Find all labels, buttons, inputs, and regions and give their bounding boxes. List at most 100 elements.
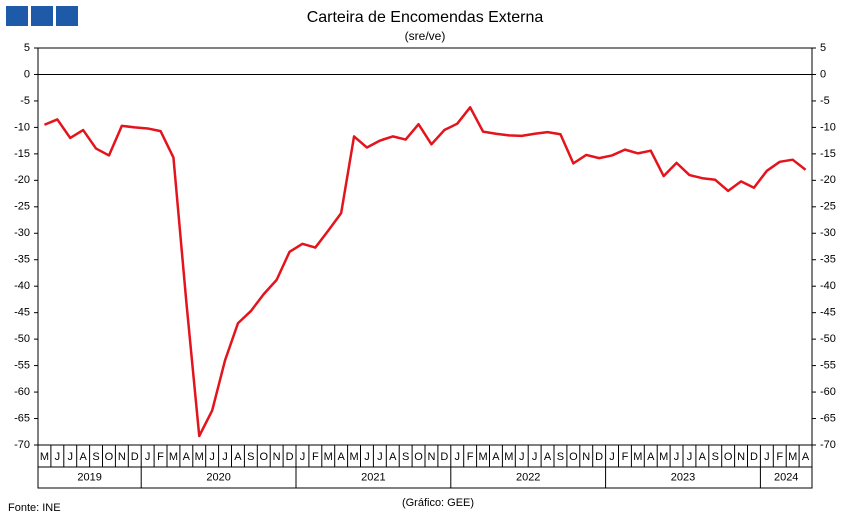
y2-tick-label: -20 [820, 174, 836, 186]
x-tick-label: M [659, 451, 668, 463]
y2-tick-label: -10 [820, 121, 836, 133]
y2-tick-label: -60 [820, 386, 836, 398]
y2-tick-label: -35 [820, 254, 836, 266]
y2-tick-label: -45 [820, 307, 836, 319]
x-tick-label: M [788, 451, 797, 463]
x-tick-label: O [724, 451, 733, 463]
y2-tick-label: -15 [820, 148, 836, 160]
x-tick-label: A [492, 451, 500, 463]
x-tick-label: J [145, 451, 151, 463]
year-label: 2021 [361, 471, 385, 483]
x-tick-label: J [455, 451, 461, 463]
x-tick-label: J [300, 451, 306, 463]
year-label: 2022 [516, 471, 540, 483]
y-tick-label: -10 [14, 121, 30, 133]
y-tick-label: -5 [20, 95, 30, 107]
x-tick-label: J [364, 451, 370, 463]
y2-tick-label: -55 [820, 360, 836, 372]
logo-block [56, 6, 78, 26]
y2-tick-label: -5 [820, 95, 830, 107]
y2-tick-label: -25 [820, 201, 836, 213]
y-tick-label: -20 [14, 174, 30, 186]
x-tick-label: S [402, 451, 409, 463]
chart-subtitle: (sre/ve) [405, 29, 446, 43]
x-tick-label: O [259, 451, 268, 463]
x-tick-label: M [169, 451, 178, 463]
x-tick-label: A [647, 451, 655, 463]
x-tick-label: N [118, 451, 126, 463]
x-tick-label: M [195, 451, 204, 463]
year-label: 2024 [774, 471, 798, 483]
x-tick-label: F [776, 451, 783, 463]
x-tick-label: N [582, 451, 590, 463]
logo-block [31, 6, 53, 26]
y2-tick-label: 0 [820, 68, 826, 80]
y-tick-label: 0 [24, 68, 30, 80]
x-tick-label: M [478, 451, 487, 463]
x-tick-label: A [337, 451, 345, 463]
x-tick-label: A [234, 451, 242, 463]
credit: (Gráfico: GEE) [402, 497, 474, 509]
y-tick-label: -15 [14, 148, 30, 160]
y2-tick-label: -30 [820, 227, 836, 239]
y-tick-label: -30 [14, 227, 30, 239]
x-tick-label: F [157, 451, 164, 463]
chart-title: Carteira de Encomendas Externa [307, 9, 544, 26]
y-tick-label: -35 [14, 254, 30, 266]
x-tick-label: O [569, 451, 578, 463]
x-tick-label: F [622, 451, 629, 463]
y-tick-label: 5 [24, 42, 30, 54]
x-tick-label: D [595, 451, 603, 463]
x-tick-label: A [79, 451, 87, 463]
x-tick-label: A [544, 451, 552, 463]
x-tick-label: J [687, 451, 693, 463]
y-tick-label: -55 [14, 360, 30, 372]
y-tick-label: -70 [14, 439, 30, 451]
x-tick-label: J [609, 451, 615, 463]
x-tick-label: M [633, 451, 642, 463]
y-tick-label: -50 [14, 333, 30, 345]
x-tick-label: M [349, 451, 358, 463]
x-tick-label: A [699, 451, 707, 463]
x-tick-label: S [557, 451, 564, 463]
x-tick-label: J [764, 451, 770, 463]
logo-block [6, 6, 28, 26]
x-tick-label: D [286, 451, 294, 463]
source: Fonte: INE [8, 502, 61, 514]
x-tick-label: S [92, 451, 99, 463]
x-tick-label: A [183, 451, 191, 463]
y2-tick-label: -70 [820, 439, 836, 451]
x-tick-label: O [105, 451, 114, 463]
x-tick-label: D [750, 451, 758, 463]
x-tick-label: J [222, 451, 228, 463]
x-tick-label: S [247, 451, 254, 463]
x-tick-label: N [737, 451, 745, 463]
year-label: 2023 [671, 471, 695, 483]
x-tick-label: M [324, 451, 333, 463]
year-label: 2020 [206, 471, 230, 483]
x-tick-label: J [209, 451, 215, 463]
x-tick-label: D [131, 451, 139, 463]
x-tick-label: N [273, 451, 281, 463]
y-tick-label: -45 [14, 307, 30, 319]
x-tick-label: F [312, 451, 319, 463]
x-tick-label: J [55, 451, 61, 463]
y-tick-label: -25 [14, 201, 30, 213]
y2-tick-label: -40 [820, 280, 836, 292]
y-tick-label: -40 [14, 280, 30, 292]
y2-tick-label: 5 [820, 42, 826, 54]
x-tick-label: D [440, 451, 448, 463]
y2-tick-label: -65 [820, 412, 836, 424]
plot-frame [37, 47, 813, 489]
y2-tick-label: -50 [820, 333, 836, 345]
data-line [43, 106, 807, 438]
x-tick-label: N [427, 451, 435, 463]
x-tick-label: M [40, 451, 49, 463]
x-tick-label: J [377, 451, 383, 463]
x-tick-label: M [504, 451, 513, 463]
x-tick-label: A [389, 451, 397, 463]
x-tick-label: J [519, 451, 525, 463]
x-tick-label: O [414, 451, 423, 463]
x-tick-label: J [532, 451, 538, 463]
